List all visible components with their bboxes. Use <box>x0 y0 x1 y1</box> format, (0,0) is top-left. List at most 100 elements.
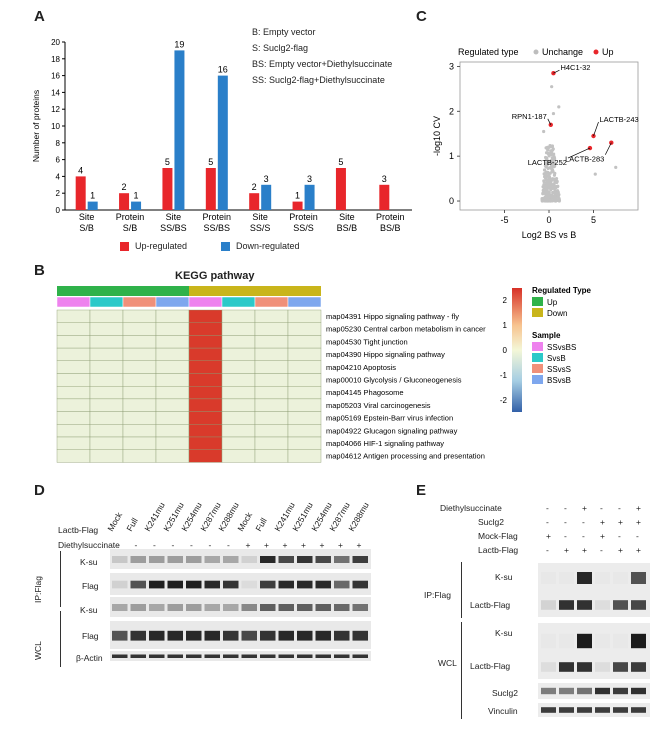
heatmap-cell <box>287 398 322 412</box>
heatmap-cell <box>89 322 124 336</box>
blot-band <box>112 604 128 611</box>
scatter-point <box>542 129 546 134</box>
bar <box>119 193 130 210</box>
blot-band <box>112 580 128 589</box>
heatmap-cell <box>287 335 322 349</box>
x-axis-label: Log2 BS vs B <box>522 230 577 240</box>
blot-band <box>559 687 574 695</box>
heatmap-cell <box>287 436 322 450</box>
legend-sample-swatch <box>532 342 543 351</box>
blot-band <box>595 572 610 584</box>
regulated-type-cell <box>288 286 321 296</box>
heatmap-cell <box>287 411 322 425</box>
blot-band <box>334 604 350 611</box>
heatmap-cell <box>221 335 256 349</box>
pathway-label: map00010 Glycolysis / Gluconeogenesis <box>326 376 462 385</box>
heatmap-cell <box>254 424 289 438</box>
sample-cell <box>122 296 157 308</box>
scatter-point <box>550 162 554 166</box>
x-tick-label: -5 <box>500 215 508 225</box>
y-tick-label: 1 <box>449 151 454 161</box>
scatter-point <box>552 152 556 156</box>
bar <box>87 201 98 210</box>
blot-band <box>130 604 146 611</box>
heatmap-cell <box>56 424 91 438</box>
bar <box>249 193 260 210</box>
bar-value-label: 5 <box>165 157 170 167</box>
blot-label-lactb-ip-e: Lactb-Flag <box>470 600 511 610</box>
blot-band <box>260 604 276 611</box>
bar-value-label: 2 <box>252 182 257 192</box>
treatment-sign: + <box>582 503 587 513</box>
panel-label-b: B <box>34 262 45 279</box>
heatmap-cell <box>56 436 91 450</box>
scatter-point <box>548 194 552 198</box>
scatter-point <box>549 152 553 157</box>
x-tick-label: SS/S <box>293 223 314 233</box>
heatmap-cell <box>188 309 223 323</box>
scatter-point <box>546 197 550 202</box>
heatmap-cell <box>56 449 91 463</box>
blot-band <box>613 633 628 649</box>
bar <box>335 168 346 210</box>
treatment-sign: - <box>636 531 639 541</box>
blot-band <box>631 662 646 672</box>
legend-sample-swatch <box>532 375 543 384</box>
legend-sample-label: SSvsS <box>547 365 571 374</box>
heatmap-cell <box>89 398 124 412</box>
blot-label-ksu-wcl-e: K-su <box>495 628 513 638</box>
blot-label-flag-ip: Flag <box>82 581 99 591</box>
scatter-point <box>542 189 546 193</box>
abbreviation-key: B: Empty vector S: Suclg2-flag BS: Empty… <box>252 24 392 88</box>
blot-strip <box>110 597 371 617</box>
scatter-point <box>542 168 547 172</box>
blot-band <box>352 630 368 641</box>
panel-d: Mock Full K241mu K251mu K254mu K287mu K288mu Mo… <box>0 485 400 731</box>
blot-band <box>260 580 276 589</box>
y-tick-label: 4 <box>56 172 61 181</box>
treatment-sign: - <box>618 503 621 513</box>
treatment-sign: + <box>582 545 587 555</box>
blot-band <box>223 630 239 641</box>
blot-band <box>149 654 165 658</box>
blot-band <box>541 600 556 610</box>
legend-sample-label: SSvsBS <box>547 343 576 352</box>
blot-label-actin: β-Actin <box>76 653 103 663</box>
heatmap-cell <box>89 335 124 349</box>
blot-label-lactb-wcl-e: Lactb-Flag <box>470 661 511 671</box>
bar <box>261 184 272 210</box>
treatment-sign: - <box>582 531 585 541</box>
heatmap-cell <box>155 385 190 400</box>
panel-e: Diethylsuccinate - - + - - + Suclg2 - - - + + + Mock-F… <box>400 485 650 731</box>
legend-title: Regulated type <box>458 47 519 57</box>
treatment-sign: + <box>564 545 569 555</box>
blot-band <box>130 580 146 589</box>
heatmap-cell <box>254 309 289 323</box>
diethylsuccinate-sign: - <box>134 540 138 550</box>
diethylsuccinate-row-label: Diethylsuccinate <box>58 540 120 550</box>
y-tick-label: 2 <box>56 189 61 198</box>
heatmap-cell <box>89 424 124 438</box>
heatmap-cell <box>155 436 190 450</box>
blot-band <box>241 556 257 563</box>
heatmap-cell <box>254 385 289 400</box>
blot-band <box>352 580 368 589</box>
wcl-bracket-e <box>461 622 462 719</box>
blot-band <box>577 600 592 610</box>
blot-band <box>631 707 646 713</box>
pathway-label: map05169 Epstein-Barr virus infection <box>326 414 453 423</box>
regulated-type-cell <box>222 286 255 296</box>
blot-band <box>278 580 294 589</box>
blot-band <box>241 630 257 641</box>
heatmap-cell <box>221 449 256 463</box>
bar-value-label: 3 <box>264 174 269 184</box>
scatter-point <box>552 190 556 195</box>
heatmap-cell <box>155 309 190 323</box>
blot-band <box>613 687 628 695</box>
color-scale-tick: 0 <box>503 346 508 355</box>
blot-band <box>541 687 556 695</box>
label-leader <box>604 142 612 155</box>
heatmap-cell <box>122 411 157 425</box>
blot-band <box>186 654 202 658</box>
wcl-bracket <box>60 611 61 667</box>
